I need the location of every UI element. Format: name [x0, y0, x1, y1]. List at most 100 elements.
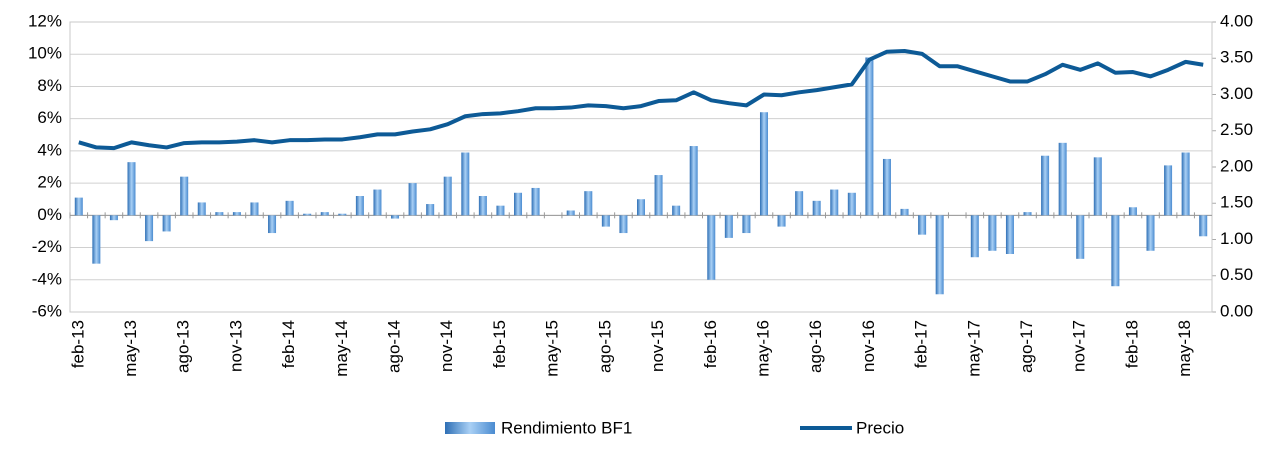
- bar: [373, 189, 382, 216]
- bar: [847, 192, 856, 216]
- y-tick-label: -2%: [32, 237, 62, 256]
- y-tick-label: 2%: [37, 173, 62, 192]
- y-tick-label: 8%: [37, 76, 62, 95]
- bar: [145, 215, 154, 242]
- bar: [882, 158, 891, 216]
- x-tick-label: may-16: [753, 320, 772, 377]
- bar: [1199, 215, 1208, 237]
- bar: [1076, 215, 1085, 259]
- y2-tick-label: 4.00: [1220, 11, 1253, 30]
- y2-tick-label: 2.50: [1220, 120, 1253, 139]
- x-tick-label: may-18: [1175, 320, 1194, 377]
- y2-tick-label: 0.00: [1220, 301, 1253, 320]
- x-tick-label: nov-14: [437, 320, 456, 372]
- x-tick-label: ago-16: [806, 320, 825, 373]
- y2-tick-label: 0.50: [1220, 265, 1253, 284]
- bar: [865, 57, 874, 216]
- y2-tick-label: 1.00: [1220, 229, 1253, 248]
- legend-swatch: [445, 422, 495, 434]
- bar: [672, 205, 681, 216]
- x-tick-label: nov-16: [859, 320, 878, 372]
- bar: [1023, 212, 1032, 216]
- bar: [320, 212, 329, 216]
- bar: [338, 213, 347, 216]
- bar: [689, 146, 698, 216]
- y2-tick-label: 1.50: [1220, 193, 1253, 212]
- y2-tick-label: 3.00: [1220, 84, 1253, 103]
- bar: [127, 162, 136, 216]
- x-tick-label: feb-14: [279, 320, 298, 368]
- bar: [654, 175, 663, 216]
- bar: [391, 215, 400, 219]
- bar: [408, 183, 417, 216]
- x-tick-label: may-13: [121, 320, 140, 377]
- bar: [988, 215, 997, 251]
- bar: [637, 199, 645, 216]
- x-tick-label: nov-15: [648, 320, 667, 372]
- bar: [215, 212, 224, 216]
- x-tick-label: ago-14: [385, 320, 404, 373]
- bar: [918, 215, 927, 235]
- bar: [162, 215, 171, 232]
- y2-tick-label: 2.00: [1220, 156, 1253, 175]
- bar: [461, 152, 470, 216]
- plot-border: [69, 21, 1213, 313]
- x-tick-label: ago-15: [595, 320, 614, 373]
- y-tick-label: 10%: [28, 44, 62, 63]
- bar: [74, 197, 83, 216]
- x-tick-label: feb-13: [68, 320, 87, 368]
- x-tick-label: ago-17: [1017, 320, 1036, 373]
- bar: [92, 215, 101, 264]
- bar: [426, 204, 435, 216]
- x-tick-label: feb-16: [701, 320, 720, 368]
- bar: [1111, 215, 1120, 287]
- bar: [355, 196, 364, 216]
- bar: [285, 200, 294, 216]
- bar: [1128, 207, 1137, 216]
- bar: [812, 200, 821, 216]
- y-tick-label: 4%: [37, 140, 62, 159]
- bar: [197, 202, 206, 216]
- bar: [180, 176, 189, 216]
- legend-label: Precio: [856, 418, 904, 437]
- bar: [566, 210, 575, 216]
- y-tick-label: -6%: [32, 301, 62, 320]
- x-tick-label: feb-17: [912, 320, 931, 368]
- x-tick-label: ago-13: [174, 320, 193, 373]
- bar: [443, 176, 452, 216]
- bar: [514, 192, 523, 216]
- bar: [1041, 155, 1050, 216]
- bar: [830, 189, 839, 216]
- bar: [707, 215, 716, 280]
- bar: [1005, 215, 1014, 254]
- bar: [759, 112, 768, 216]
- y-tick-label: 0%: [37, 205, 62, 224]
- bar: [619, 215, 628, 234]
- bar: [1146, 215, 1155, 251]
- y-tick-label: 6%: [37, 108, 62, 127]
- bar: [584, 191, 593, 216]
- legend-label: Rendimiento BF1: [501, 418, 632, 437]
- x-tick-label: may-17: [964, 320, 983, 377]
- bar: [1164, 165, 1173, 216]
- bar: [777, 215, 786, 227]
- bar: [109, 215, 118, 221]
- x-tick-label: may-14: [332, 320, 351, 377]
- bar: [478, 196, 487, 216]
- x-tick-label: nov-13: [226, 320, 245, 372]
- x-tick-label: feb-15: [490, 320, 509, 368]
- y2-tick-label: 3.50: [1220, 48, 1253, 67]
- bar: [1181, 152, 1190, 216]
- y-tick-label: 12%: [28, 11, 62, 30]
- bar: [900, 208, 909, 216]
- bar: [531, 187, 540, 216]
- bar: [1093, 157, 1102, 216]
- bar: [250, 202, 259, 216]
- x-tick-label: may-15: [543, 320, 562, 377]
- bar: [496, 205, 505, 216]
- bar: [303, 213, 312, 216]
- bar: [795, 191, 804, 216]
- bar: [601, 215, 610, 227]
